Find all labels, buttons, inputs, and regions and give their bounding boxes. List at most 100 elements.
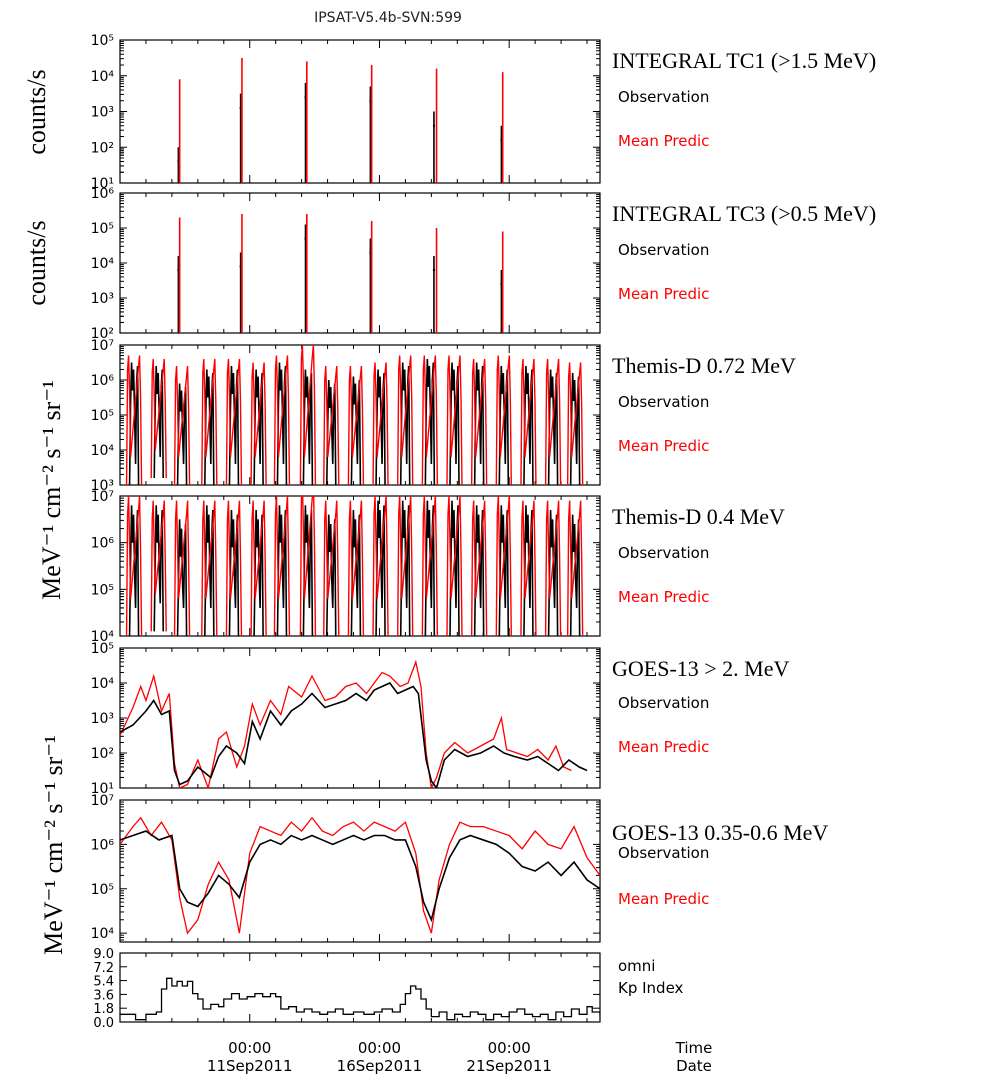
prediction-orbit: [347, 365, 365, 485]
y-tick-label: 10⁶: [91, 373, 115, 389]
prediction-orbit: [225, 358, 243, 485]
x-tick-time: 00:00: [228, 1039, 271, 1057]
prediction-orbit: [250, 500, 267, 636]
legend-prediction: Mean Predic: [618, 588, 709, 606]
y-tick-label: 5.4: [93, 975, 114, 990]
plot-area: [177, 214, 504, 333]
panel-4: 10¹ 10² 10³ 10⁴ 10⁵ GOES-13 > 2. MeV Observati…: [91, 641, 790, 797]
observation-orbit: [375, 500, 386, 636]
observation-orbit: [424, 358, 436, 485]
y-tick-label: 10³: [91, 478, 114, 494]
legend-prediction: Mean Predic: [618, 132, 709, 150]
y-tick-label: 10⁷: [91, 489, 114, 505]
x-tick-time: 00:00: [488, 1039, 531, 1057]
panel-title: INTEGRAL TC3 (>0.5 MeV): [612, 201, 876, 226]
prediction-orbit: [520, 358, 537, 485]
y-axis-unit-label: MeV⁻¹ cm⁻² s⁻¹ sr⁻¹: [39, 735, 68, 955]
prediction-orbit: [250, 362, 267, 485]
panel-0: 10¹ 10² 10³ 10⁴ 10⁵ INTEGRAL TC1 (>1.5 MeV) Ob…: [91, 33, 877, 192]
prediction-orbit: [470, 500, 488, 636]
y-tick-label: 10⁴: [91, 256, 115, 272]
observation-orbit: [449, 500, 460, 636]
panel-title: GOES-13 0.35-0.6 MeV: [612, 820, 828, 845]
prediction-orbit: [323, 500, 340, 636]
observation-orbit: [128, 362, 140, 485]
plot-area: [125, 496, 584, 636]
prediction-orbit: [150, 500, 167, 632]
prediction-orbit: [125, 355, 143, 485]
x-tick-time: 00:00: [358, 1039, 401, 1057]
y-tick-label: 10⁵: [91, 33, 114, 49]
y-tick-label: 10²: [91, 326, 114, 342]
y-tick-label: 10⁵: [91, 641, 114, 657]
y-tick-label: 9.0: [93, 947, 114, 962]
observation-orbit: [176, 383, 188, 485]
prediction-orbit: [299, 496, 317, 636]
legend-prediction: Mean Predic: [618, 890, 709, 908]
observation-orbit: [473, 505, 485, 636]
y-tick-label: 10⁶: [91, 186, 115, 202]
observation-orbit: [302, 369, 314, 485]
prediction-line: [120, 659, 572, 788]
kp-index-line: [120, 977, 600, 1021]
y-tick-label: 10⁷: [91, 793, 114, 809]
panel-5: 10⁴ 10⁵ 10⁶ 10⁷ GOES-13 0.35-0.6 MeVObservat…: [91, 793, 828, 943]
prediction-orbit: [173, 365, 191, 485]
y-tick-label: 10⁴: [91, 629, 115, 645]
chart-title: IPSAT-V5.4b-SVN:599: [314, 10, 462, 26]
prediction-orbit: [372, 362, 389, 485]
y-tick-label: 10⁶: [91, 536, 115, 552]
plot-area: [177, 57, 504, 183]
plot-area: [120, 816, 600, 935]
panel-frame: [119, 952, 601, 1023]
prediction-orbit: [273, 496, 291, 636]
prediction-orbit: [201, 500, 218, 636]
legend-observation: Observation: [618, 544, 709, 562]
panel-6: 0.01.83.65.47.29.0 omni Kp Index: [93, 947, 683, 1031]
observation-orbit: [153, 505, 165, 632]
panel-frame: [119, 647, 601, 789]
y-tick-label: 10¹: [91, 781, 114, 797]
plot-area: [120, 977, 600, 1021]
legend-prediction: Kp Index: [618, 979, 684, 997]
prediction-orbit: [520, 500, 537, 636]
prediction-orbit: [225, 500, 243, 636]
legend-prediction: Mean Predic: [618, 285, 709, 303]
panel-title: Themis-D 0.72 MeV: [612, 353, 796, 378]
prediction-orbit: [495, 355, 512, 485]
y-tick-label: 10⁶: [91, 837, 115, 853]
y-tick-label: 10⁵: [91, 882, 114, 898]
x-axis-label-date: Date: [676, 1057, 712, 1075]
y-tick-label: 10⁵: [91, 582, 114, 598]
prediction-orbit: [566, 500, 584, 636]
x-tick-date: 16Sep2011: [337, 1057, 423, 1075]
prediction-orbit: [397, 496, 414, 636]
prediction-orbit: [421, 496, 439, 636]
prediction-orbit: [566, 362, 584, 485]
prediction-orbit: [323, 365, 340, 485]
y-tick-label: 10⁵: [91, 408, 114, 424]
y-axis-unit-label: counts/s: [22, 69, 51, 154]
prediction-orbit: [201, 358, 218, 485]
y-tick-label: 1.8: [93, 1002, 114, 1017]
plot-area: [120, 659, 588, 788]
observation-line: [120, 830, 600, 923]
legend-observation: Observation: [618, 241, 709, 259]
y-tick-label: 10³: [91, 291, 114, 307]
panel-frame: [119, 799, 601, 943]
observation-orbit: [204, 505, 215, 636]
prediction-orbit: [299, 345, 317, 485]
prediction-orbit: [446, 496, 463, 636]
legend-observation: Observation: [618, 694, 709, 712]
panel-1: 10² 10³ 10⁴ 10⁵ 10⁶ INTEGRAL TC3 (>0.5 MeV) Ob…: [91, 186, 877, 342]
y-tick-label: 10¹: [91, 176, 114, 192]
prediction-orbit: [397, 355, 414, 485]
prediction-orbit: [470, 358, 488, 485]
observation-orbit: [176, 519, 188, 636]
legend-observation: Observation: [618, 844, 709, 862]
panel-2: 10³ 10⁴ 10⁵ 10⁶ 10⁷ Themis-D 0.72 MeV Observat…: [91, 338, 796, 494]
prediction-orbit: [544, 500, 562, 636]
legend-prediction: Mean Predic: [618, 437, 709, 455]
y-tick-label: 0.0: [93, 1016, 114, 1031]
